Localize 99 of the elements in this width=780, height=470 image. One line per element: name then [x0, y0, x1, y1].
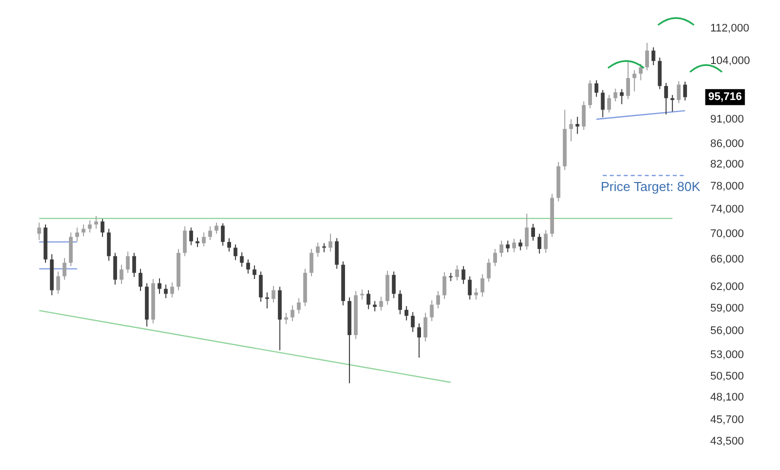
candlestick	[582, 100, 586, 130]
candlestick	[170, 282, 174, 298]
y-tick-label: 70,000	[710, 228, 744, 240]
candlestick	[518, 238, 522, 251]
candlestick	[404, 306, 408, 321]
candlestick	[430, 300, 434, 322]
candlestick	[366, 290, 370, 310]
candlestick	[626, 60, 630, 100]
candlestick	[94, 216, 98, 230]
candlestick	[158, 278, 162, 294]
candlestick	[379, 296, 384, 312]
candlestick	[88, 220, 92, 234]
candlestick	[500, 240, 504, 258]
candlestick	[334, 238, 339, 270]
candlestick	[82, 224, 86, 237]
candlestick	[227, 238, 232, 252]
candlestick	[462, 266, 466, 284]
y-tick-label: 56,000	[710, 325, 744, 338]
candlestick	[189, 227, 194, 246]
candlestick	[538, 233, 542, 254]
candlestick	[676, 80, 681, 104]
candlestick	[392, 271, 396, 299]
candlestick	[138, 268, 142, 292]
candlestick	[328, 233, 332, 252]
candlestick	[506, 240, 510, 253]
candlestick	[75, 227, 80, 242]
y-tick-label: 74,000	[710, 204, 744, 216]
y-tick-label: 59,000	[710, 302, 744, 314]
candlestick	[284, 312, 288, 325]
candlestick	[214, 222, 218, 234]
candlestick	[632, 70, 636, 92]
candlestick	[113, 252, 118, 286]
candlestick	[614, 88, 618, 102]
candlestick	[607, 94, 611, 114]
candlestick	[600, 90, 605, 118]
candlestick	[594, 80, 598, 98]
candlestick	[664, 82, 668, 115]
candlestick	[208, 226, 212, 241]
candlestick	[436, 290, 440, 309]
candlestick	[56, 271, 60, 294]
y-tick-label: 91,000	[710, 113, 744, 126]
candlestick	[182, 226, 187, 257]
candlestick	[252, 264, 256, 280]
candlestick	[258, 271, 263, 302]
candlestick	[424, 312, 428, 342]
y-tick-label: 112,000	[710, 22, 750, 35]
candlestick	[100, 218, 104, 238]
candlestick	[468, 276, 472, 300]
y-tick-label: 53,000	[710, 349, 744, 362]
candlestick	[360, 289, 364, 300]
y-tick-label: 43,500	[710, 435, 744, 448]
candlestick	[512, 238, 516, 253]
candlestick	[106, 228, 111, 262]
candlestick	[544, 230, 548, 254]
candlestick	[234, 244, 238, 261]
candlestick	[493, 248, 497, 267]
y-tick-label: 50,500	[710, 370, 744, 382]
candlestick	[645, 42, 649, 71]
candlestick	[588, 80, 592, 109]
candlestick	[132, 252, 136, 278]
candlestick	[480, 274, 484, 298]
text: 95,716	[708, 91, 742, 104]
candlestick	[652, 46, 656, 66]
candlestick	[576, 116, 580, 134]
y-tick-label: 62,000	[710, 280, 744, 293]
candlestick	[290, 304, 294, 322]
candlestick	[246, 258, 250, 274]
candlestick	[531, 223, 535, 242]
candlestick	[398, 290, 402, 315]
y-tick-label: 48,100	[710, 392, 744, 404]
candlestick	[120, 264, 124, 284]
y-tick-label: 45,700	[710, 414, 744, 426]
y-tick-label: 86,000	[710, 138, 744, 150]
candlestick	[62, 258, 66, 280]
candlestick	[410, 312, 415, 332]
candlestick	[164, 284, 168, 299]
candlestick	[442, 272, 446, 300]
candlestick	[272, 286, 276, 303]
candlestick	[455, 264, 460, 281]
candlestick	[126, 251, 130, 274]
annotation: Price Target: 80K	[600, 179, 701, 194]
candlestick	[240, 252, 244, 268]
y-tick-label: 78,000	[710, 180, 744, 193]
candlestick	[569, 118, 573, 142]
candlestick	[265, 292, 270, 309]
candlestick	[316, 242, 320, 258]
y-tick-label: 66,000	[710, 253, 744, 266]
candlestick	[524, 213, 529, 250]
candlestick	[683, 81, 687, 101]
candlestick	[474, 288, 478, 300]
candlestick	[372, 300, 377, 312]
y-tick-label: 82,000	[710, 158, 744, 171]
y-tick-label: 104,000	[710, 54, 750, 67]
candlestick	[670, 94, 674, 112]
candlestick	[417, 322, 422, 358]
candlestick	[486, 258, 491, 282]
candlestick	[296, 298, 301, 314]
candlestick	[220, 222, 225, 246]
candlestick	[310, 248, 314, 277]
